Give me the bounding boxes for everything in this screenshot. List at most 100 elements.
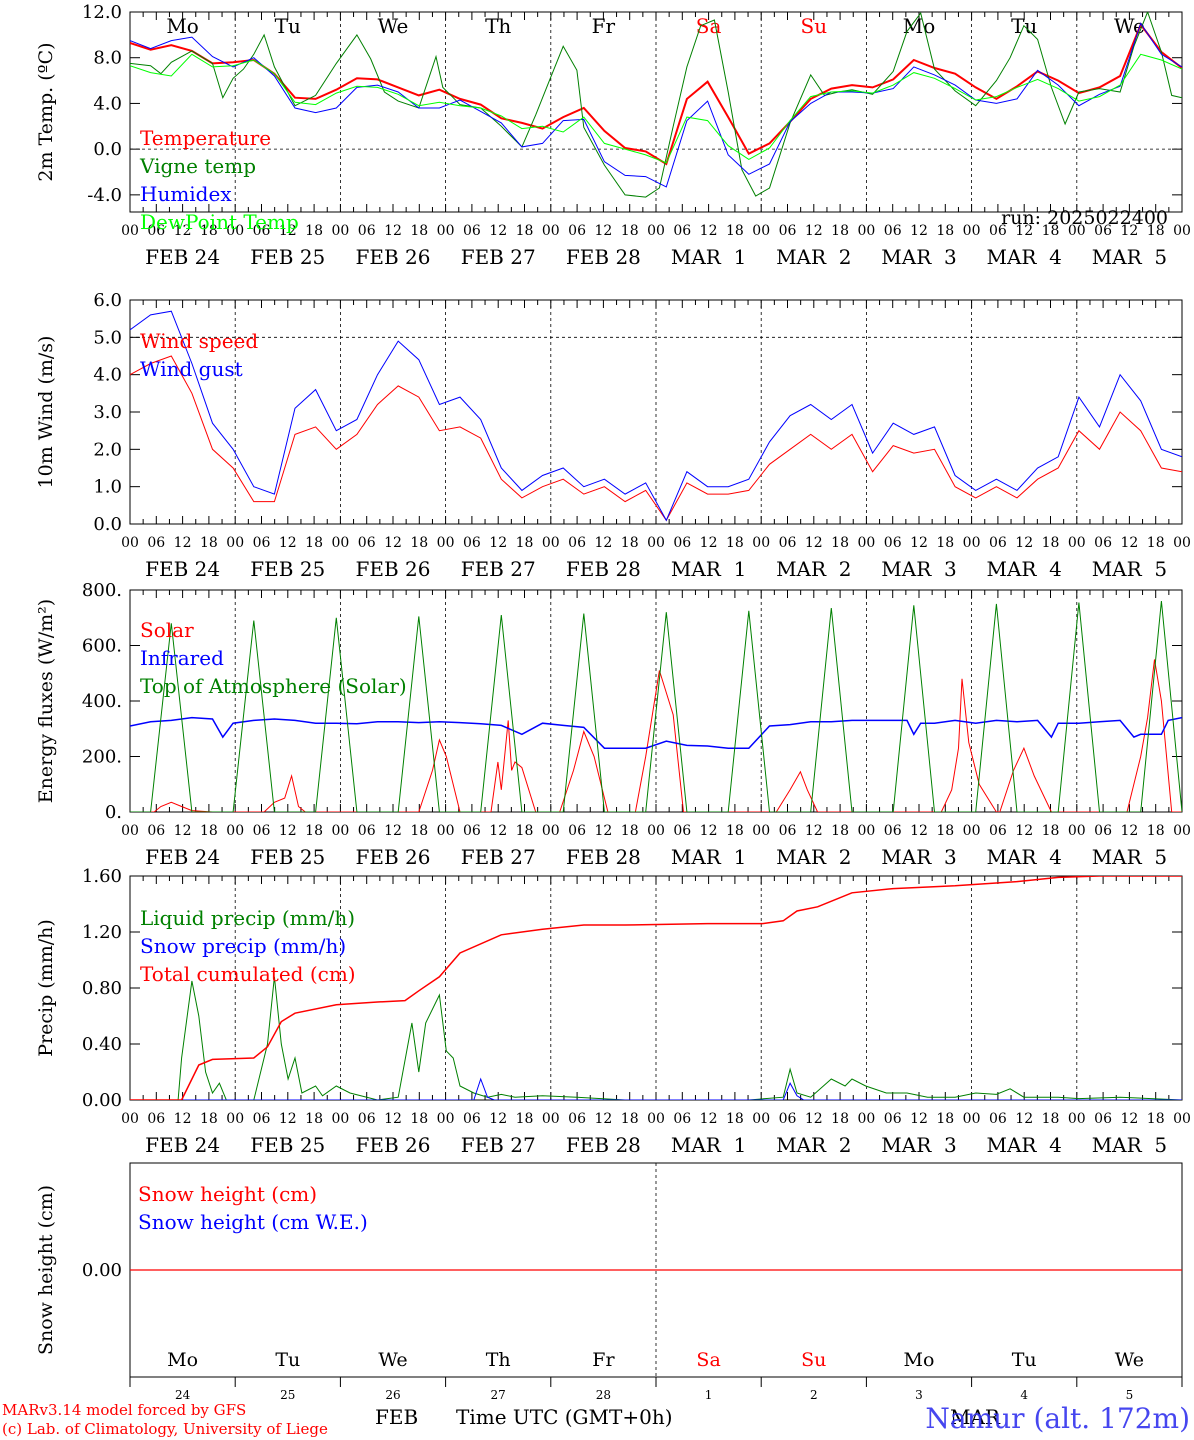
hour-label: 00: [752, 535, 770, 551]
hour-label: 00: [963, 1111, 981, 1127]
y-tick-label: 4.0: [93, 365, 122, 386]
y-tick-label: 0.80: [82, 978, 122, 999]
hour-label: 12: [700, 535, 718, 551]
hour-label: 06: [884, 1111, 902, 1127]
hour-label: 00: [1068, 223, 1086, 239]
date-label: FEB 26: [356, 845, 431, 869]
day-number-label: 5: [1126, 1388, 1134, 1402]
hour-label: 12: [910, 535, 928, 551]
hour-label: 06: [253, 535, 271, 551]
hour-label: 12: [489, 223, 507, 239]
hour-label: 18: [1147, 223, 1165, 239]
chart-panels: 12.08.04.00.0-4.02m Temp. (ºC)00 06 12 18 00…: [35, 2, 1191, 1402]
panel-snow: 0.00 Snow height (cm) Snow height (cm) Snow…: [35, 1162, 1183, 1402]
date-label: FEB 26: [356, 1133, 431, 1157]
series-line-vigne-temp: [130, 12, 1182, 198]
hour-label: 06: [568, 1111, 586, 1127]
weekday-label: Mo: [166, 14, 199, 38]
weekday-label: Sa: [696, 1349, 720, 1371]
hour-label: 18: [410, 535, 428, 551]
hour-label: 06: [147, 1111, 165, 1127]
hour-label: 06: [673, 823, 691, 839]
hour-label: 06: [253, 1111, 271, 1127]
hour-label: 18: [516, 823, 534, 839]
date-label: FEB 24: [145, 845, 220, 869]
hour-label: 06: [1094, 823, 1112, 839]
hour-label: 06: [358, 535, 376, 551]
hour-label: 18: [1042, 223, 1060, 239]
date-label: FEB 24: [145, 1133, 220, 1157]
hour-label: 00: [857, 1111, 875, 1127]
hour-label: 18: [516, 223, 534, 239]
weekday-label: Su: [801, 14, 828, 38]
day-number-label: 25: [280, 1388, 295, 1402]
legend-entry: Snow height (cm): [138, 1182, 317, 1206]
hour-label: 18: [726, 535, 744, 551]
hour-label: 00: [121, 823, 139, 839]
time-axis-label: Time UTC (GMT+0h): [456, 1405, 673, 1429]
hour-label: 12: [910, 223, 928, 239]
hour-label: 18: [621, 823, 639, 839]
y-tick-label: 5.0: [93, 327, 122, 348]
date-label: MAR 2: [776, 1133, 851, 1157]
hour-label: 18: [410, 823, 428, 839]
date-label: FEB 27: [461, 845, 536, 869]
hour-label: 18: [410, 1111, 428, 1127]
y-tick-label: -4.0: [87, 185, 122, 206]
hour-label: 18: [200, 823, 218, 839]
hour-label: 12: [384, 823, 402, 839]
hour-label: 12: [1015, 1111, 1033, 1127]
hour-label: 18: [1147, 535, 1165, 551]
hour-label: 12: [700, 223, 718, 239]
location-label: Namur (alt. 172m): [925, 1402, 1190, 1435]
hour-label: 12: [174, 823, 192, 839]
legend-entry: Infrared: [140, 646, 224, 670]
hour-label: 12: [384, 535, 402, 551]
hour-label: 06: [568, 535, 586, 551]
hour-label: 18: [200, 1111, 218, 1127]
hour-label: 12: [1120, 223, 1138, 239]
legend-entry: Solar: [140, 618, 194, 642]
hour-label: 06: [147, 223, 165, 239]
hour-label: 06: [463, 823, 481, 839]
hour-label: 12: [594, 823, 612, 839]
weekday-label: Mo: [167, 1349, 198, 1371]
hour-label: 12: [489, 535, 507, 551]
y-tick-label: 800.: [82, 580, 122, 601]
hour-label: 12: [594, 535, 612, 551]
hour-label: 18: [621, 1111, 639, 1127]
hour-label: 00: [331, 535, 349, 551]
legend-entry: Humidex: [140, 182, 232, 206]
weekday-label: Su: [801, 1349, 826, 1371]
hour-label: 12: [1120, 823, 1138, 839]
legend-entry: Liquid precip (mm/h): [140, 906, 355, 930]
hour-label: 06: [779, 823, 797, 839]
hour-label: 06: [147, 823, 165, 839]
date-label: FEB 25: [250, 1133, 325, 1157]
y-tick-label: 0.00: [82, 1090, 122, 1111]
legend-entry: Total cumulated (cm): [140, 962, 356, 986]
hour-label: 06: [884, 223, 902, 239]
hour-label: 00: [752, 1111, 770, 1127]
hour-label: 00: [647, 535, 665, 551]
credit-line-2: (c) Lab. of Climatology, University of L…: [2, 1420, 328, 1438]
y-tick-label: 200.: [82, 747, 122, 768]
date-label: MAR 4: [986, 1133, 1061, 1157]
y-tick-label: 4.0: [93, 93, 122, 114]
hour-label: 06: [779, 535, 797, 551]
hour-label: 00: [857, 823, 875, 839]
weekday-label: Fr: [592, 14, 616, 38]
hour-label: 18: [1042, 823, 1060, 839]
panel-wind: 6.0 5.0 4.0 3.0 2.0 1.0 0.0 10m Wind (m/s) 00 06 1…: [35, 290, 1191, 581]
hour-label: 00: [542, 823, 560, 839]
hour-label: 18: [621, 223, 639, 239]
hour-label: 06: [673, 1111, 691, 1127]
hour-label: 00: [226, 535, 244, 551]
legend-entry: Snow precip (mm/h): [140, 934, 346, 958]
hour-label: 00: [542, 223, 560, 239]
day-number-label: 26: [385, 1388, 400, 1402]
y-tick-label: 0.: [105, 802, 122, 823]
date-label: FEB 24: [145, 245, 220, 269]
panel-frame: [129, 299, 1183, 525]
day-number-label: 1: [705, 1388, 713, 1402]
